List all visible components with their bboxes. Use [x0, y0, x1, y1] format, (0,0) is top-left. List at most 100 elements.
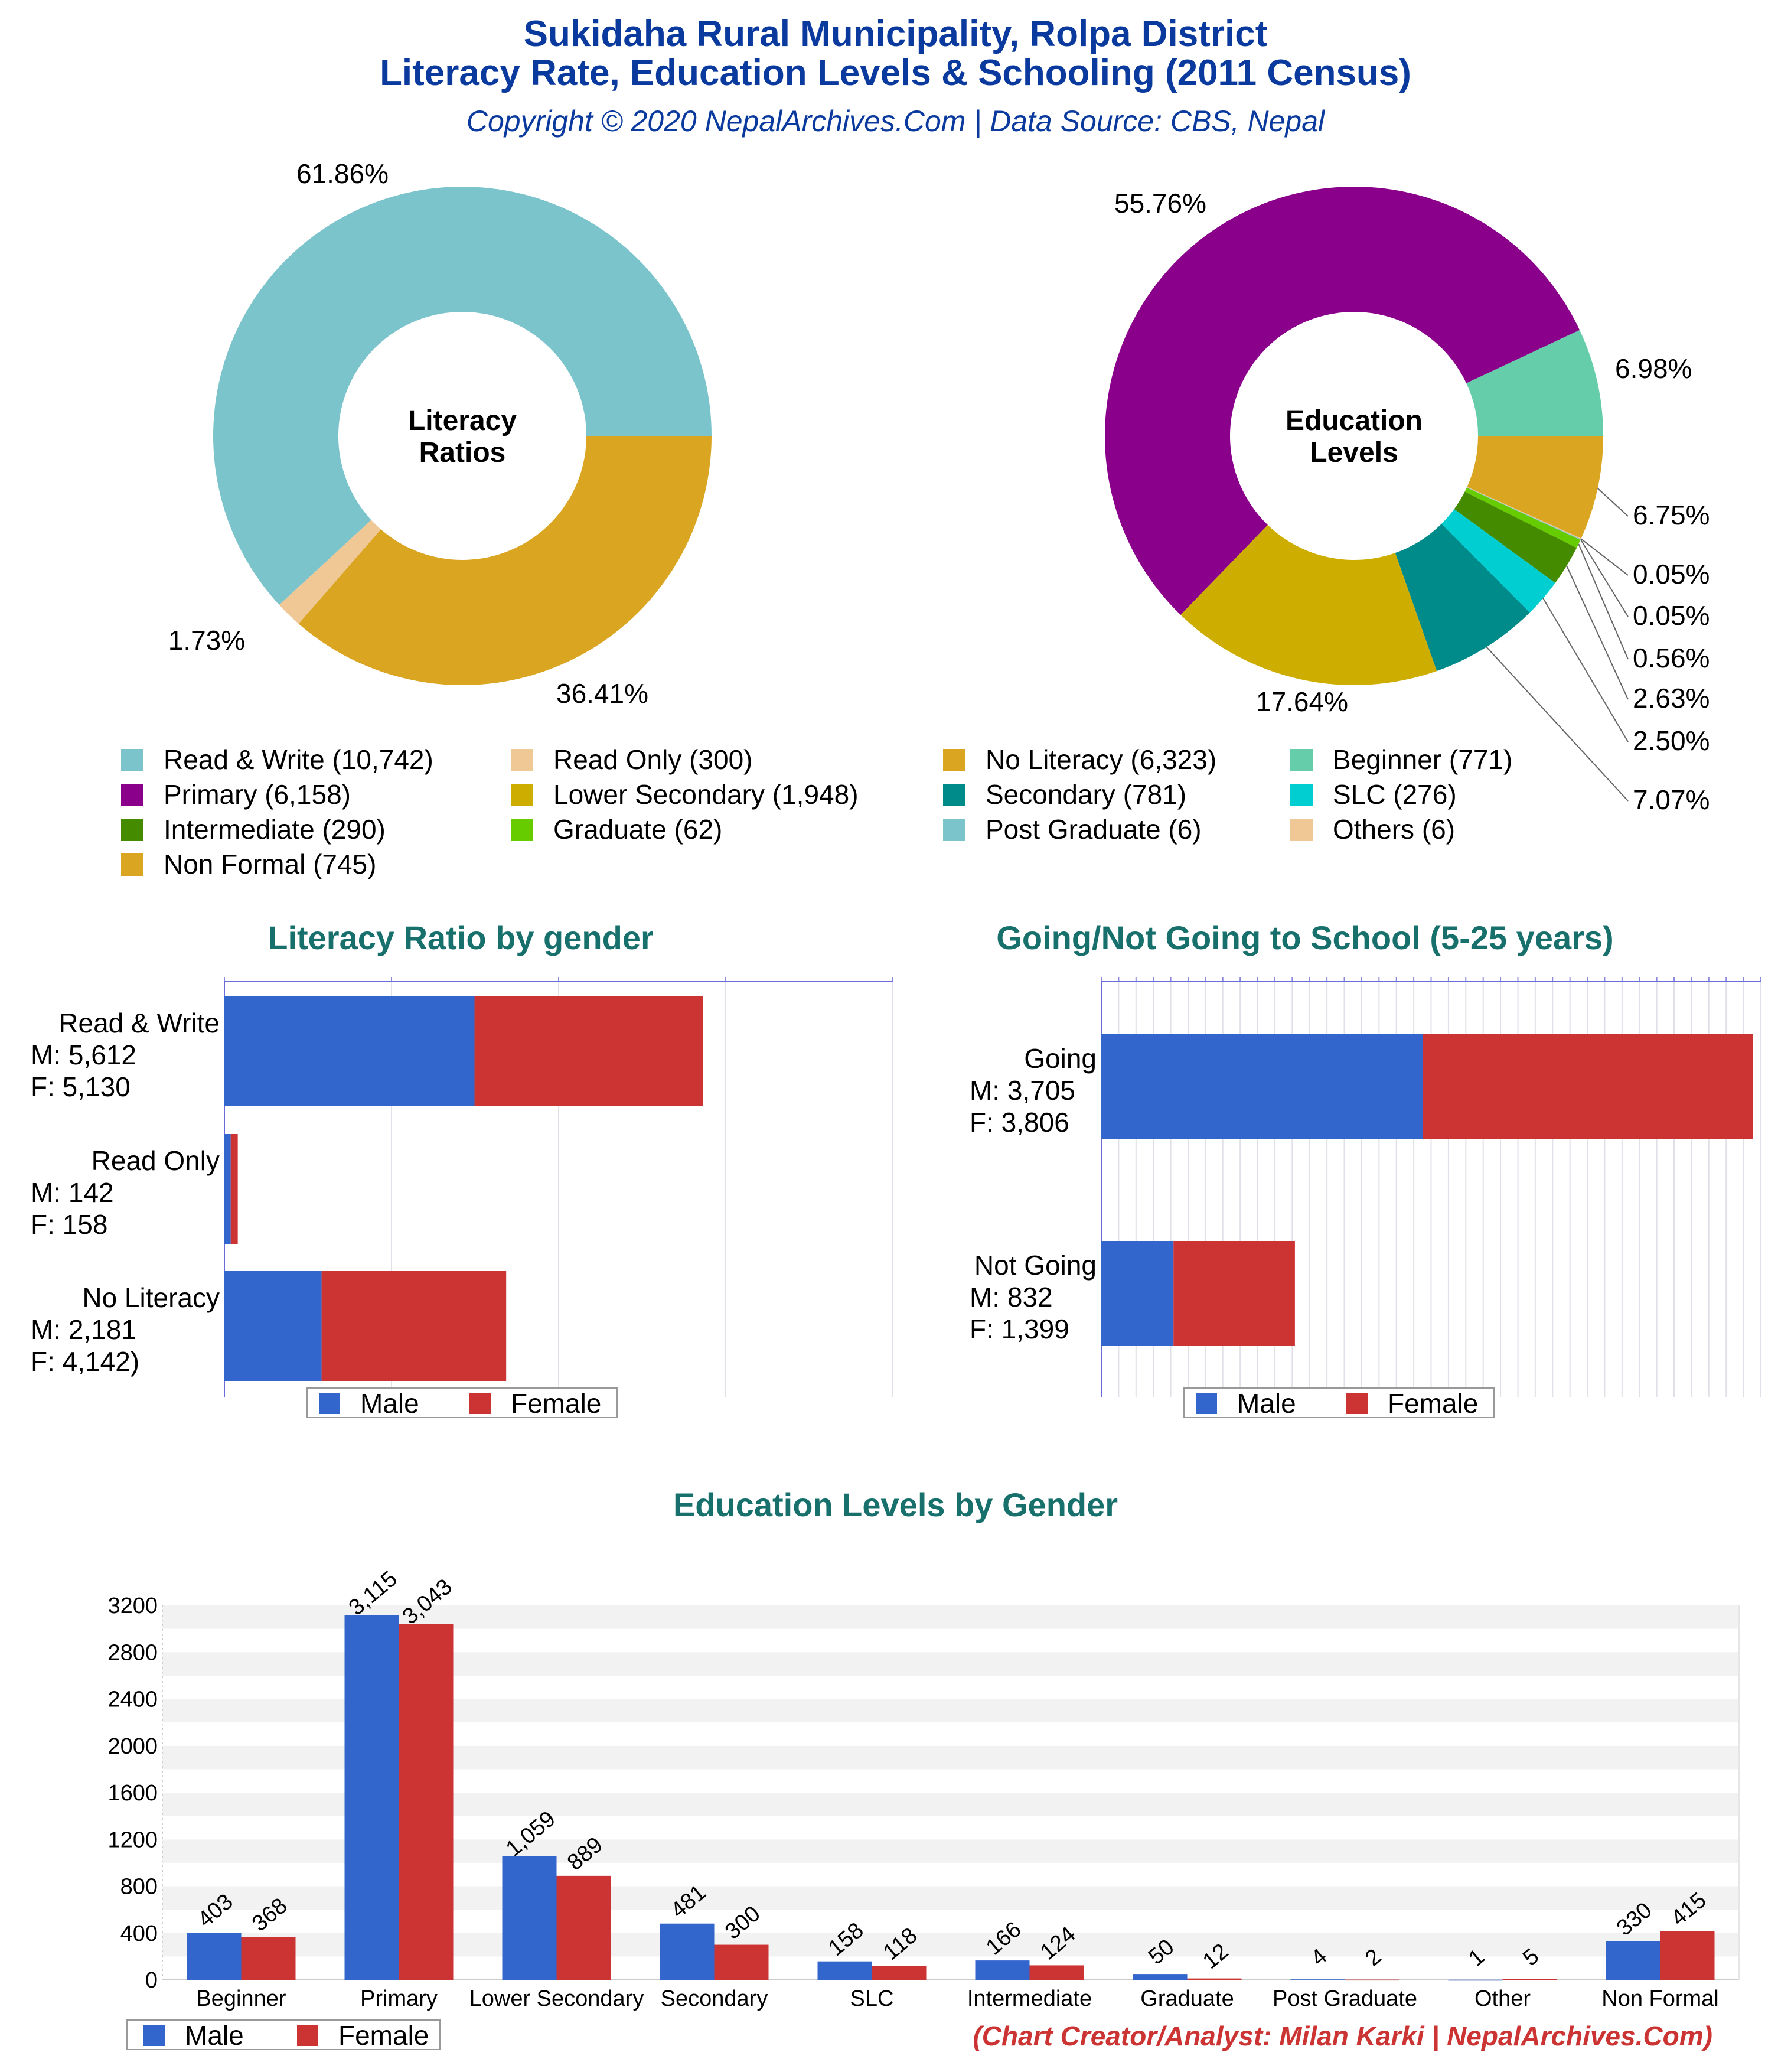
edu-gender-bar-non-formal-female — [1660, 1931, 1715, 1980]
edu-gender-ytick: 2800 — [107, 1640, 158, 1665]
legend-swatch-no-literacy — [943, 749, 965, 771]
edu-gender-ytick: 2400 — [107, 1687, 158, 1712]
edu-gender-legend-box — [126, 2019, 441, 2050]
legend-swatch-primary — [121, 784, 143, 806]
literacy-center-label-2: Ratios — [419, 437, 506, 468]
literacy-gender-cat-read-write: Read & Write — [58, 1008, 220, 1038]
school-male-going: M: 3,705 — [970, 1075, 1075, 1106]
literacy-gender-bar-no-literacy-male — [224, 1271, 322, 1381]
edu-gender-ytick: 1600 — [107, 1781, 158, 1806]
literacy-percent-read-write: 61.86% — [296, 158, 389, 189]
edu-gender-ytick: 800 — [120, 1875, 158, 1900]
edu-gender-cat-intermediate: Intermediate — [967, 1986, 1092, 2011]
edu-gender-bar-graduate-male — [1133, 1974, 1188, 1980]
legend-swatch-read-write — [121, 749, 143, 771]
education-slice-slc — [1441, 509, 1555, 613]
legend-label-no-literacy: No Literacy (6,323) — [986, 744, 1216, 775]
education-slice-intermediate — [1454, 491, 1577, 583]
edu-gender-cat-other: Other — [1474, 1986, 1531, 2011]
literacy-gender-cat-read-only: Read Only — [92, 1145, 220, 1176]
education-slice-others — [1467, 487, 1581, 539]
edu-gender-bar-secondary-female — [714, 1944, 769, 1980]
education-slice-secondary — [1395, 523, 1530, 672]
edu-gender-bar-slc-male — [817, 1961, 872, 1980]
legend-label-post-graduate: Post Graduate (6) — [986, 814, 1202, 845]
literacy-gender-male-read-write: M: 5,612 — [31, 1040, 136, 1070]
education-percent-lower-secondary: 17.64% — [1256, 686, 1348, 717]
literacy-gender-male-read-only: M: 142 — [31, 1177, 114, 1208]
legend-label-non-formal: Non Formal (745) — [164, 849, 376, 879]
education-leader-non-formal — [1597, 488, 1629, 517]
education-leader-secondary — [1486, 646, 1629, 802]
edu-gender-ytick: 0 — [145, 1968, 158, 1993]
page-title: Sukidaha Rural Municipality, Rolpa Distr… — [523, 14, 1268, 54]
legend-swatch-beginner — [1290, 749, 1313, 771]
school-female-going: F: 3,806 — [970, 1107, 1069, 1138]
edu-gender-bar-graduate-female — [1187, 1978, 1242, 1980]
edu-gender-bar-secondary-male — [660, 1923, 715, 1980]
legend-label-primary: Primary (6,158) — [164, 779, 351, 810]
education-leader-post-graduate — [1580, 539, 1629, 617]
legend-swatch-lower-secondary — [511, 784, 533, 806]
edu-gender-bar-slc-female — [872, 1966, 927, 1980]
edu-gender-bar-primary-male — [344, 1615, 399, 1980]
legend-label-secondary: Secondary (781) — [986, 779, 1186, 810]
legend-swatch-post-graduate — [943, 819, 965, 841]
edu-gender-bar-intermediate-male — [975, 1960, 1030, 1980]
education-gender-title: Education Levels by Gender — [673, 1486, 1118, 1523]
edu-gender-ytick: 1200 — [107, 1827, 158, 1852]
literacy-slice-read-only — [279, 520, 381, 624]
edu-gender-bar-non-formal-male — [1606, 1941, 1660, 1980]
literacy-gender-title: Literacy Ratio by gender — [267, 919, 654, 956]
school-cat-going: Going — [1024, 1043, 1097, 1074]
school-legend-box — [1183, 1387, 1495, 1418]
school-legend-female: Female — [1388, 1388, 1478, 1419]
edu-gender-legend-male: Male — [185, 2020, 244, 2051]
legend-swatch-graduate — [511, 819, 533, 841]
education-slice-lower-secondary — [1180, 524, 1437, 685]
edu-gender-bar-post-graduate-female — [1345, 1979, 1399, 1981]
legend-label-lower-secondary: Lower Secondary (1,948) — [553, 779, 859, 810]
legend-label-read-write: Read & Write (10,742) — [164, 744, 433, 775]
literacy-slice-no-literacy — [298, 436, 712, 685]
page-subtitle-main: Literacy Rate, Education Levels & School… — [380, 53, 1411, 93]
school-cat-not-going: Not Going — [974, 1250, 1097, 1281]
education-percent-graduate: 0.56% — [1633, 643, 1710, 673]
edu-gender-ytick: 2000 — [107, 1734, 158, 1759]
school-going-title: Going/Not Going to School (5-25 years) — [996, 919, 1614, 956]
edu-gender-bar-post-graduate-male — [1290, 1979, 1345, 1980]
edu-gender-bar-other-male — [1448, 1979, 1503, 1981]
literacy-gender-bar-read-only-female — [230, 1134, 238, 1244]
chart-credit: (Chart Creator/Analyst: Milan Karki | Ne… — [973, 2021, 1712, 2051]
edu-gender-bar-beginner-female — [241, 1937, 296, 1980]
school-legend-male: Male — [1237, 1388, 1296, 1419]
legend-swatch-secondary — [943, 784, 965, 806]
edu-gender-cat-slc: SLC — [850, 1986, 894, 2011]
education-slice-graduate — [1464, 487, 1581, 548]
education-slice-beginner — [1466, 330, 1603, 436]
literacy-gender-male-no-literacy: M: 2,181 — [31, 1314, 136, 1345]
edu-gender-legend-swatch-female — [297, 2025, 318, 2046]
education-center-label-1: Education — [1286, 405, 1423, 436]
edu-gender-bar-lower-secondary-female — [556, 1875, 611, 1980]
education-leader-slc — [1542, 598, 1629, 742]
edu-gender-legend-female: Female — [338, 2020, 429, 2051]
legend-swatch-others — [1290, 819, 1313, 841]
literacy-center-label-1: Literacy — [408, 405, 517, 436]
school-male-not-going: M: 832 — [970, 1282, 1053, 1312]
literacy-gender-legend-female: Female — [511, 1388, 601, 1419]
edu-gender-bar-lower-secondary-male — [502, 1856, 557, 1980]
edu-gender-cat-beginner: Beginner — [196, 1986, 286, 2011]
legend-label-intermediate: Intermediate (290) — [164, 814, 386, 845]
edu-gender-bar-other-female — [1502, 1979, 1557, 1980]
edu-gender-cat-post-graduate: Post Graduate — [1273, 1986, 1417, 2011]
edu-gender-bar-primary-female — [399, 1624, 454, 1980]
education-leader-intermediate — [1566, 565, 1629, 700]
legend-label-others: Others (6) — [1333, 814, 1455, 845]
education-percent-non-formal: 6.75% — [1633, 500, 1710, 530]
legend-label-read-only: Read Only (300) — [553, 744, 753, 775]
legend-swatch-read-only — [511, 749, 533, 771]
literacy-gender-bar-no-literacy-female — [321, 1271, 507, 1381]
